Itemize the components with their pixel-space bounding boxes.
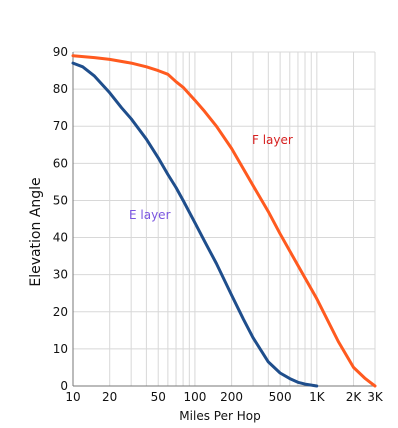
- y-tick-label: 10: [53, 342, 68, 356]
- y-tick-label: 60: [53, 156, 68, 170]
- y-tick-label: 40: [53, 231, 68, 245]
- x-tick-label: 2K: [346, 390, 363, 404]
- series-label-f-layer: F layer: [252, 133, 293, 147]
- x-tick-label: 200: [220, 390, 243, 404]
- x-tick-label: 1K: [309, 390, 326, 404]
- y-tick-label: 20: [53, 305, 68, 319]
- y-axis-label: Elevation Angle: [28, 177, 44, 286]
- x-tick-label: 500: [269, 390, 292, 404]
- x-tick-label: 50: [151, 390, 166, 404]
- x-tick-label: 100: [183, 390, 206, 404]
- series-label-e-layer: E layer: [129, 208, 171, 222]
- y-tick-label: 80: [53, 82, 68, 96]
- x-tick-label: 10: [65, 390, 80, 404]
- x-tick-label: 20: [102, 390, 117, 404]
- y-tick-label: 70: [53, 119, 68, 133]
- x-axis-label: Miles Per Hop: [179, 409, 260, 423]
- y-tick-label: 90: [53, 45, 68, 59]
- y-tick-label: 50: [53, 193, 68, 207]
- x-tick-label: 3K: [367, 390, 384, 404]
- y-tick-label: 30: [53, 268, 68, 282]
